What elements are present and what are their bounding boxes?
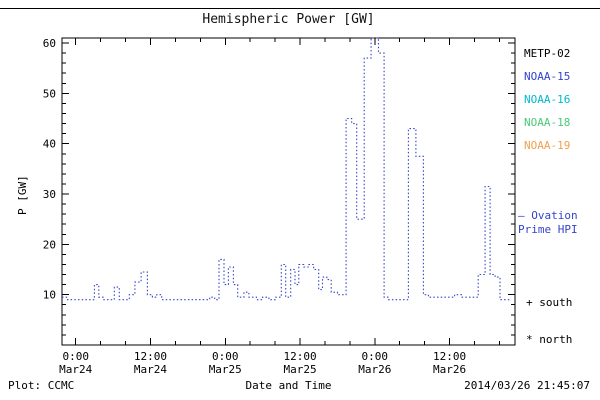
legend-item-noaa15: NOAA-15 bbox=[524, 70, 571, 83]
south-marker-label: + south bbox=[526, 296, 573, 309]
window-top-border bbox=[0, 8, 600, 9]
x-tick-date-label: Mar26 bbox=[358, 363, 391, 376]
y-tick-label: 10 bbox=[43, 289, 56, 302]
plot-timestamp: 2014/03/26 21:45:07 bbox=[464, 379, 590, 392]
x-tick-time-label: 12:00 bbox=[433, 350, 466, 363]
legend-item-noaa18: NOAA-18 bbox=[524, 116, 571, 129]
model-legend-line1: — Ovation bbox=[518, 209, 578, 222]
x-tick-time-label: 0:00 bbox=[212, 350, 239, 363]
x-tick-date-label: Mar24 bbox=[134, 363, 167, 376]
x-tick-time-label: 0:00 bbox=[362, 350, 389, 363]
legend-item-noaa19: NOAA-19 bbox=[524, 139, 571, 152]
model-legend: — Ovation Prime HPI bbox=[518, 209, 578, 237]
legend-item-metp02: METP-02 bbox=[524, 47, 571, 60]
legend-item-noaa16: NOAA-16 bbox=[524, 93, 571, 106]
y-tick-label: 60 bbox=[43, 37, 56, 50]
plot-credit: Plot: CCMC bbox=[8, 379, 75, 392]
x-tick-date-label: Mar25 bbox=[283, 363, 316, 376]
x-tick-time-label: 12:00 bbox=[283, 350, 316, 363]
y-tick-label: 40 bbox=[43, 138, 56, 151]
x-tick-date-label: Mar24 bbox=[59, 363, 92, 376]
plot-border bbox=[61, 37, 516, 346]
x-tick-date-label: Mar25 bbox=[209, 363, 242, 376]
satellite-legend: METP-02 NOAA-15 NOAA-16 NOAA-18 NOAA-19 bbox=[524, 47, 570, 162]
y-tick-label: 20 bbox=[43, 238, 56, 251]
x-tick-time-label: 12:00 bbox=[134, 350, 167, 363]
y-tick-label: 30 bbox=[43, 188, 56, 201]
x-axis-label: Date and Time bbox=[245, 379, 332, 392]
y-tick-label: 50 bbox=[43, 87, 56, 100]
chart-title: Hemispheric Power [GW] bbox=[202, 12, 375, 27]
north-marker-label: * north bbox=[526, 333, 573, 346]
hpi-step-line bbox=[62, 37, 511, 301]
x-tick-time-label: 0:00 bbox=[62, 350, 89, 363]
model-legend-line2: Prime HPI bbox=[518, 223, 578, 236]
x-tick-date-label: Mar26 bbox=[433, 363, 466, 376]
